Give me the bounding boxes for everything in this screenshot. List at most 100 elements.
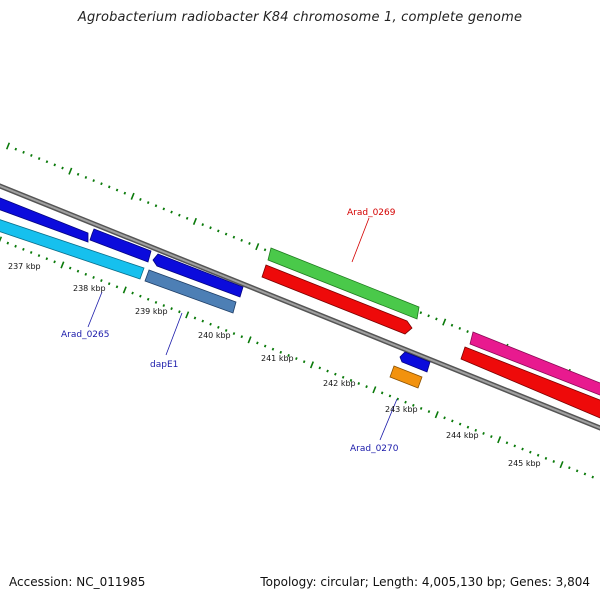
minor-tick: [263, 248, 267, 252]
minor-tick: [295, 357, 298, 360]
gene-arrow-red[interactable]: [261, 264, 413, 335]
gene-arrow-blue-upper[interactable]: [0, 196, 89, 243]
minor-tick: [45, 160, 49, 164]
major-tick: [68, 167, 73, 175]
minor-tick: [427, 410, 431, 414]
minor-tick: [505, 441, 509, 445]
gene-label-dape1[interactable]: dapE1: [150, 360, 178, 370]
minor-tick: [45, 257, 49, 261]
major-tick: [309, 361, 315, 369]
gene-label-arad-0270[interactable]: Arad_0270: [350, 444, 399, 454]
tick-label: 238 kbp: [73, 284, 106, 293]
major-tick: [434, 411, 439, 419]
major-tick: [442, 318, 447, 326]
minor-tick: [170, 210, 173, 214]
major-tick: [185, 311, 190, 319]
gene-arrow-red-right[interactable]: [460, 346, 600, 420]
gene-arrow-steel[interactable]: [144, 269, 237, 314]
chromosome-backbone-highlight: [0, 184, 600, 430]
minor-tick: [450, 323, 454, 327]
minor-tick: [139, 294, 142, 298]
gene-arrow-blue-small[interactable]: [399, 351, 431, 373]
tick-label: 241 kbp: [261, 354, 294, 363]
gene-arrow-blue-upper-2[interactable]: [89, 228, 152, 263]
minor-tick: [22, 150, 25, 154]
minor-tick: [201, 319, 205, 323]
minor-tick: [84, 175, 88, 179]
gene-label-arad-0265[interactable]: Arad_0265: [61, 330, 110, 340]
accession-text: Accession: NC_011985: [9, 575, 146, 589]
gene-arrow-blue-upper-3[interactable]: [152, 253, 244, 298]
minor-tick: [458, 326, 462, 330]
minor-tick: [146, 201, 150, 205]
minor-tick: [217, 229, 220, 233]
minor-tick: [92, 179, 95, 183]
gene-arrow-cyan[interactable]: [0, 218, 145, 280]
minor-tick: [263, 344, 267, 348]
minor-tick: [154, 300, 158, 304]
major-tick: [255, 243, 260, 251]
tick-label: 244 kbp: [446, 431, 479, 440]
minor-tick: [107, 282, 111, 286]
minor-tick: [591, 475, 595, 479]
major-tick: [5, 142, 11, 150]
minor-tick: [170, 307, 173, 311]
minor-tick: [256, 341, 259, 345]
minor-tick: [412, 403, 415, 407]
minor-tick: [131, 291, 134, 295]
minor-tick: [365, 385, 368, 389]
minor-tick: [568, 466, 571, 470]
minor-tick: [474, 428, 478, 432]
minor-tick: [232, 235, 236, 239]
minor-tick: [37, 157, 41, 161]
minor-tick: [154, 204, 158, 208]
map-title: Agrobacterium radiobacter K84 chromosome…: [77, 10, 523, 25]
minor-tick: [357, 382, 361, 385]
major-tick: [122, 286, 127, 294]
minor-tick: [162, 304, 166, 307]
minor-tick: [380, 391, 384, 395]
minor-tick: [419, 407, 423, 410]
minor-tick: [279, 350, 283, 354]
gene-arrow-magenta[interactable]: [469, 331, 600, 397]
minor-tick: [84, 272, 88, 276]
minor-tick: [490, 435, 493, 438]
tick-label: 240 kbp: [198, 331, 231, 340]
minor-tick: [583, 472, 587, 476]
leader-arad-0270: [379, 398, 398, 441]
minor-tick: [61, 166, 64, 170]
minor-tick: [287, 353, 290, 357]
tick-label: 237 kbp: [8, 262, 41, 271]
minor-tick: [22, 247, 25, 251]
minor-tick: [513, 444, 517, 448]
minor-tick: [68, 266, 72, 270]
minor-tick: [146, 297, 150, 301]
minor-tick: [14, 244, 17, 248]
minor-tick: [271, 347, 275, 351]
minor-tick: [334, 372, 337, 376]
minor-tick: [544, 456, 548, 460]
tick-labels: 237 kbp 238 kbp 239 kbp 240 kbp 241 kbp …: [8, 262, 541, 468]
minor-tick: [92, 275, 95, 279]
leader-dape1: [165, 312, 183, 356]
minor-tick: [404, 400, 407, 404]
gene-arrow-orange[interactable]: [389, 365, 423, 389]
minor-tick: [76, 172, 80, 176]
gene-arrow-green[interactable]: [267, 247, 420, 320]
minor-tick: [209, 226, 212, 230]
minor-tick: [341, 375, 345, 379]
minor-tick: [201, 223, 205, 227]
leader-arad-0269: [351, 217, 370, 263]
minor-tick: [115, 188, 119, 192]
major-tick: [130, 192, 135, 200]
minor-tick: [232, 332, 236, 336]
minor-tick: [435, 317, 438, 321]
minor-tick: [248, 242, 251, 245]
major-tick: [192, 217, 197, 226]
minor-tick: [458, 422, 462, 426]
minor-tick: [209, 322, 212, 326]
minor-tick: [466, 425, 470, 429]
gene-label-arad-0269[interactable]: Arad_0269: [347, 208, 396, 218]
minor-tick: [193, 316, 197, 320]
minor-tick: [419, 311, 423, 315]
